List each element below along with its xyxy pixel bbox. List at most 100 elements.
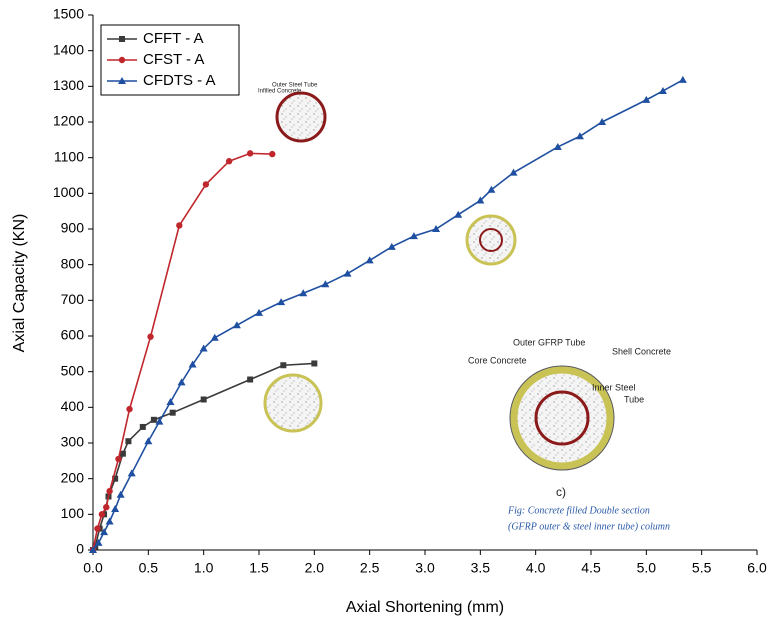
y-tick-label: 300: [61, 434, 85, 450]
x-tick-label: 4.5: [581, 560, 601, 576]
marker: [100, 528, 109, 536]
marker: [321, 280, 330, 288]
y-tick-label: 1500: [53, 6, 84, 22]
y-tick-label: 0: [76, 541, 84, 557]
double-section-edge: [509, 365, 615, 471]
y-tick-label: 900: [61, 220, 85, 236]
x-tick-label: 5.5: [692, 560, 712, 576]
x-tick-label: 3.5: [471, 560, 491, 576]
marker: [225, 158, 233, 165]
x-tick-label: 6.0: [747, 560, 767, 576]
x-tick-label: 3.0: [415, 560, 435, 576]
figure-caption: Fig: Concrete filled Double section: [507, 505, 650, 516]
marker: [575, 132, 584, 140]
marker: [139, 423, 146, 430]
x-axis-title: Axial Shortening (mm): [346, 599, 504, 616]
marker: [658, 86, 667, 94]
marker: [255, 308, 263, 316]
marker: [112, 475, 119, 482]
marker: [642, 95, 651, 103]
marker: [116, 490, 125, 498]
annotation: c): [556, 485, 566, 499]
y-tick-label: 600: [61, 327, 85, 343]
marker: [118, 56, 126, 64]
annotation: Shell Concrete: [612, 346, 671, 356]
marker: [269, 150, 276, 158]
marker: [409, 232, 418, 240]
x-tick-label: 0.0: [83, 560, 103, 576]
y-tick-label: 200: [61, 469, 85, 485]
marker: [454, 210, 463, 218]
marker: [476, 196, 485, 204]
marker: [188, 360, 197, 368]
marker: [103, 504, 110, 511]
legend-label: CFDTS - A: [143, 72, 216, 89]
marker: [150, 416, 157, 423]
marker: [176, 222, 183, 229]
y-tick-label: 100: [61, 505, 85, 521]
legend-label: CFFT - A: [143, 30, 204, 47]
marker: [387, 242, 396, 250]
marker: [487, 185, 496, 193]
marker: [106, 487, 113, 495]
marker: [147, 333, 154, 340]
marker: [311, 360, 318, 367]
annotation: Inner Steel: [592, 382, 636, 392]
x-tick-label: 1.0: [194, 560, 214, 576]
marker: [200, 396, 207, 403]
marker: [125, 438, 132, 445]
marker: [177, 378, 186, 386]
marker: [89, 546, 97, 553]
marker: [118, 77, 126, 84]
marker: [678, 75, 687, 83]
marker: [111, 504, 120, 512]
marker: [277, 298, 286, 306]
marker: [246, 150, 254, 157]
x-tick-label: 0.5: [139, 560, 159, 576]
marker: [94, 538, 103, 546]
x-tick-label: 4.0: [526, 560, 546, 576]
y-tick-label: 400: [61, 398, 85, 414]
marker: [210, 333, 219, 341]
marker: [247, 376, 254, 383]
marker: [232, 321, 241, 329]
y-tick-label: 1400: [53, 41, 84, 57]
marker: [105, 517, 114, 525]
annotation: Core Concrete: [468, 355, 527, 365]
figure-caption: (GFRP outer & steel inner tube) column: [508, 521, 670, 532]
marker: [509, 168, 518, 176]
x-tick-label: 2.0: [305, 560, 325, 576]
marker: [166, 397, 175, 405]
x-tick-label: 1.5: [249, 560, 269, 576]
annotation: Tube: [624, 394, 644, 404]
marker: [155, 417, 164, 425]
annotation: Infilled Concrete: [258, 89, 302, 95]
double-section-inner: [534, 390, 590, 446]
marker: [598, 118, 607, 125]
gfrp-only-section: [263, 373, 323, 433]
marker: [299, 289, 308, 297]
x-tick-label: 5.0: [637, 560, 657, 576]
marker: [94, 525, 101, 532]
marker: [127, 469, 136, 477]
x-tick-label: 2.5: [360, 560, 380, 576]
y-tick-label: 1100: [54, 148, 84, 164]
y-axis-title: Axial Capacity (KN): [11, 214, 28, 353]
marker: [115, 455, 122, 463]
marker: [98, 511, 106, 518]
y-tick-label: 500: [61, 362, 85, 378]
marker: [280, 362, 287, 369]
marker: [119, 36, 125, 42]
marker: [199, 344, 208, 352]
marker: [126, 405, 133, 413]
marker: [365, 256, 374, 264]
annotation: Outer Steel Tube: [272, 83, 318, 89]
y-tick-label: 1300: [53, 77, 84, 93]
marker: [169, 409, 176, 416]
series-line: [92, 79, 684, 551]
steel-tube-section: [275, 91, 327, 143]
y-tick-label: 1200: [53, 113, 84, 129]
marker: [144, 437, 153, 445]
legend-label: CFST - A: [143, 51, 204, 68]
